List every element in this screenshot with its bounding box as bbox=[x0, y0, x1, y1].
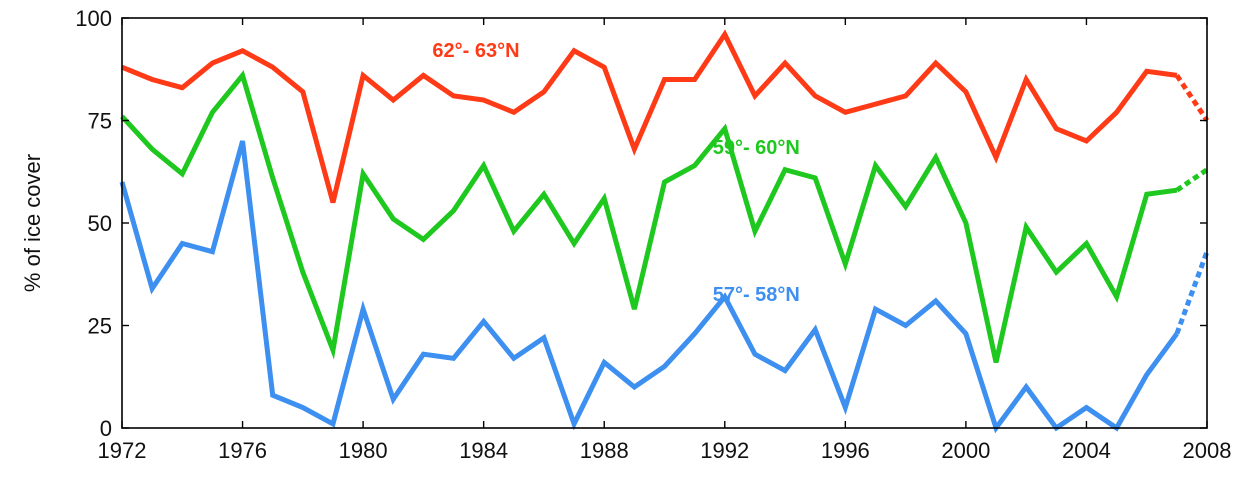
series-label-1: 59°- 60°N bbox=[713, 137, 800, 159]
series-projection-0 bbox=[1174, 74, 1210, 122]
x-tick-label: 1972 bbox=[98, 438, 147, 463]
series-line-2 bbox=[119, 140, 1179, 434]
x-tick-label: 1980 bbox=[339, 438, 388, 463]
x-tick-label: 1992 bbox=[700, 438, 749, 463]
y-tick-label: 0 bbox=[100, 416, 112, 441]
x-tick-label: 1984 bbox=[459, 438, 508, 463]
series-label-0: 62°- 63°N bbox=[432, 40, 519, 62]
series-line-1 bbox=[120, 70, 1178, 363]
series-line-0 bbox=[121, 29, 1178, 204]
x-tick-label: 2008 bbox=[1183, 438, 1232, 463]
series-projection-2 bbox=[1174, 250, 1210, 335]
x-tick-label: 2004 bbox=[1062, 438, 1111, 463]
x-tick-label: 2000 bbox=[941, 438, 990, 463]
x-tick-label: 1976 bbox=[218, 438, 267, 463]
series-projection-1 bbox=[1175, 167, 1209, 193]
tick-layer: 1972 1976 1980 1984 1988 1992 1996 2000 2004 2008… bbox=[75, 6, 1231, 463]
y-tick-label: 50 bbox=[88, 211, 112, 236]
x-tick-label: 1988 bbox=[580, 438, 629, 463]
series-label-2: 57°- 58°N bbox=[713, 284, 800, 306]
x-tick-label: 1996 bbox=[821, 438, 870, 463]
y-axis-title: % of ice cover bbox=[20, 154, 45, 292]
y-tick-label: 25 bbox=[88, 314, 112, 339]
y-tick-label: 75 bbox=[88, 109, 112, 134]
label-layer: 62°- 63°N 59°- 60°N 57°- 58°N bbox=[432, 40, 799, 306]
series-layer bbox=[119, 29, 1210, 434]
y-tick-label: 100 bbox=[75, 6, 112, 31]
